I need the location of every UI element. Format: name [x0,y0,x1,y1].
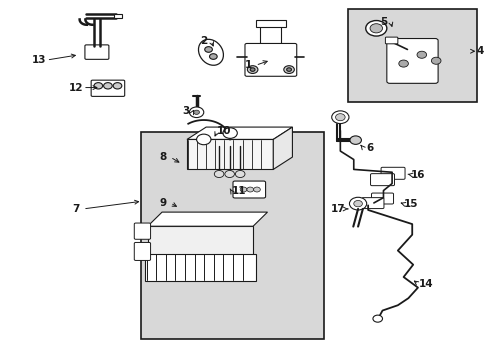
Bar [260,24,281,47]
Circle shape [223,128,237,138]
Text: 5: 5 [379,17,386,27]
Circle shape [235,171,244,177]
Circle shape [398,60,407,67]
Bar [347,9,476,102]
Circle shape [113,83,122,89]
Bar [145,254,255,280]
Circle shape [372,315,382,322]
Circle shape [193,110,199,114]
Circle shape [250,68,255,71]
Circle shape [349,136,361,144]
Polygon shape [147,212,267,226]
Circle shape [94,83,102,89]
Text: 3: 3 [182,106,189,116]
Circle shape [365,21,386,36]
Circle shape [204,47,212,52]
Text: 9: 9 [159,198,166,208]
Circle shape [240,187,246,192]
Polygon shape [273,127,292,170]
Bar [147,226,253,256]
FancyBboxPatch shape [244,44,296,76]
Text: 12: 12 [68,82,83,93]
Text: 10: 10 [217,126,231,136]
Circle shape [196,134,210,145]
Circle shape [331,111,348,123]
Circle shape [286,68,291,71]
Circle shape [283,66,294,73]
Text: 4: 4 [476,46,483,56]
FancyBboxPatch shape [385,37,397,44]
Circle shape [103,83,112,89]
Bar [141,132,323,339]
FancyBboxPatch shape [91,80,124,96]
FancyBboxPatch shape [134,223,150,239]
Bar [186,139,273,170]
Circle shape [247,66,257,73]
Circle shape [253,187,260,192]
Text: 2: 2 [200,36,207,46]
FancyBboxPatch shape [85,45,109,59]
Text: 15: 15 [403,199,418,209]
Circle shape [189,107,203,118]
Circle shape [335,114,345,121]
Circle shape [353,201,362,207]
Circle shape [214,171,224,177]
Text: 1: 1 [244,60,251,70]
FancyBboxPatch shape [386,39,437,83]
Text: 13: 13 [32,55,46,65]
Ellipse shape [198,39,223,65]
Bar [113,14,122,18]
FancyBboxPatch shape [232,181,265,198]
Text: 16: 16 [410,170,425,180]
Circle shape [349,197,366,210]
Circle shape [224,171,234,177]
Circle shape [416,51,426,58]
Text: 7: 7 [72,204,80,214]
Text: 14: 14 [417,279,432,289]
Text: 8: 8 [159,152,166,162]
FancyBboxPatch shape [371,193,393,204]
FancyBboxPatch shape [134,242,150,260]
Text: 6: 6 [366,143,373,153]
Circle shape [246,187,253,192]
Bar [255,20,285,27]
Circle shape [430,57,440,64]
Text: 17: 17 [330,204,345,214]
Circle shape [369,24,382,33]
FancyBboxPatch shape [361,198,383,208]
FancyBboxPatch shape [380,167,404,179]
Text: 11: 11 [231,186,245,196]
FancyBboxPatch shape [370,174,394,186]
Polygon shape [186,127,292,139]
Circle shape [209,54,217,59]
